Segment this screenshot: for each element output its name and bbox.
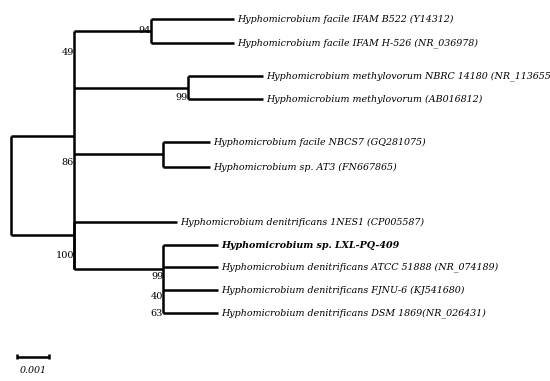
Text: 40: 40: [151, 292, 163, 301]
Text: 99: 99: [175, 93, 188, 102]
Text: Hyphomicrobium sp. LXL-PQ-409: Hyphomicrobium sp. LXL-PQ-409: [221, 241, 399, 250]
Text: 94: 94: [139, 26, 151, 35]
Text: Hyphomicrobium denitrificans 1NES1 (CP005587): Hyphomicrobium denitrificans 1NES1 (CP00…: [180, 218, 425, 227]
Text: Hyphomicrobium facile IFAM B522 (Y14312): Hyphomicrobium facile IFAM B522 (Y14312): [238, 15, 454, 24]
Text: Hyphomicrobium denitrificans FJNU-6 (KJ541680): Hyphomicrobium denitrificans FJNU-6 (KJ5…: [221, 286, 465, 295]
Text: Hyphomicrobium denitrificans DSM 1869(NR_026431): Hyphomicrobium denitrificans DSM 1869(NR…: [221, 309, 486, 319]
Text: Hyphomicrobium facile NBCS7 (GQ281075): Hyphomicrobium facile NBCS7 (GQ281075): [213, 138, 426, 147]
Text: 63: 63: [151, 309, 163, 318]
Text: Hyphomicrobium denitrificans ATCC 51888 (NR_074189): Hyphomicrobium denitrificans ATCC 51888 …: [221, 262, 498, 272]
Text: Hyphomicrobium sp. AT3 (FN667865): Hyphomicrobium sp. AT3 (FN667865): [213, 163, 397, 172]
Text: 99: 99: [151, 272, 163, 282]
Text: Hyphomicrobium facile IFAM H-526 (NR_036978): Hyphomicrobium facile IFAM H-526 (NR_036…: [238, 38, 478, 48]
Text: 100: 100: [56, 251, 74, 260]
Text: 49: 49: [62, 48, 74, 57]
Text: 86: 86: [62, 158, 74, 167]
Text: Hyphomicrobium methylovorum NBRC 14180 (NR_113655): Hyphomicrobium methylovorum NBRC 14180 (…: [266, 71, 550, 81]
Text: Hyphomicrobium methylovorum (AB016812): Hyphomicrobium methylovorum (AB016812): [266, 94, 482, 104]
Text: 0.001: 0.001: [20, 366, 47, 375]
